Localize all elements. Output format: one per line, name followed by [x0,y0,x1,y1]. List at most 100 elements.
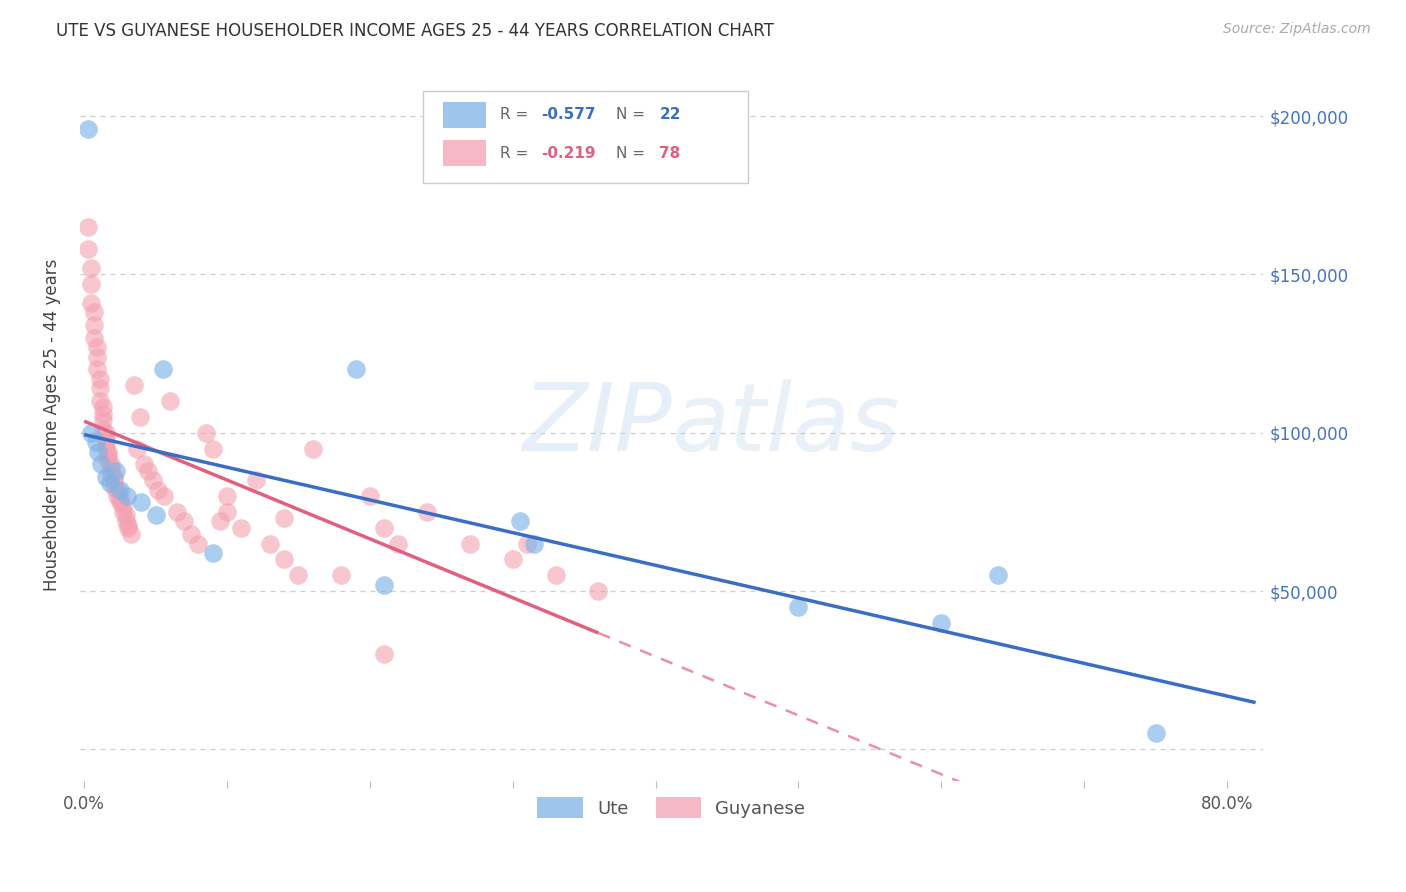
Point [94,442,117,456]
Point [89,381,111,395]
Point [330,568,353,582]
Point [80,296,103,310]
Legend: Ute, Guyanese: Ute, Guyanese [530,790,813,825]
Point [458,536,481,550]
Point [588,584,610,599]
Point [91,423,114,437]
Text: UTE VS GUYANESE HOUSEHOLDER INCOME AGES 25 - 44 YEARS CORRELATION CHART: UTE VS GUYANESE HOUSEHOLDER INCOME AGES … [56,22,775,40]
Point [100,458,122,472]
Point [94,470,117,484]
Point [80,425,103,440]
Point [201,546,224,560]
Point [114,508,136,522]
Point [89,394,111,409]
Point [159,394,181,409]
Point [84,435,107,450]
Point [97,448,120,462]
Point [987,568,1010,582]
Text: N =: N = [616,107,650,122]
Point [108,483,131,497]
Point [125,442,148,456]
Point [373,521,395,535]
Point [373,648,395,662]
Point [129,495,152,509]
Point [98,476,121,491]
Point [120,527,142,541]
Point [94,435,117,450]
Point [86,350,108,364]
Point [117,517,139,532]
Point [83,305,105,319]
Point [80,277,103,291]
Text: 22: 22 [659,107,681,122]
Point [91,407,114,421]
Point [111,505,134,519]
Point [86,340,108,354]
Point [231,521,253,535]
Point [180,527,202,541]
Point [91,413,114,427]
Point [128,409,150,424]
Point [103,473,125,487]
Point [86,362,108,376]
Point [544,568,567,582]
Point [215,489,238,503]
Point [83,318,105,332]
Text: ZIP: ZIP [522,379,671,470]
Text: N =: N = [616,145,650,161]
Point [194,425,217,440]
Point [387,536,409,550]
Point [301,442,323,456]
Point [134,458,156,472]
Point [103,470,125,484]
Point [215,505,238,519]
Point [929,615,952,630]
Point [115,489,138,503]
Point [94,432,117,446]
Point [516,536,538,550]
Point [80,260,103,275]
Point [173,514,195,528]
Point [502,552,524,566]
Point [114,514,136,528]
Point [287,568,309,582]
Point [187,536,209,550]
Point [359,489,381,503]
Point [104,464,127,478]
Point [153,489,176,503]
Point [166,505,188,519]
Text: R =: R = [499,107,533,122]
Point [108,495,131,509]
Point [117,521,139,535]
Point [373,577,395,591]
Point [201,442,224,456]
Text: 78: 78 [659,145,681,161]
Point [77,242,100,256]
Point [87,444,110,458]
Point [77,219,100,234]
Point [100,467,122,481]
Point [208,514,231,528]
Point [94,425,117,440]
Text: -0.219: -0.219 [541,145,596,161]
Point [77,121,100,136]
Text: Source: ZipAtlas.com: Source: ZipAtlas.com [1223,22,1371,37]
Point [97,454,120,468]
Point [105,489,128,503]
Point [100,460,122,475]
FancyBboxPatch shape [423,91,748,183]
FancyBboxPatch shape [443,140,485,166]
Point [89,372,111,386]
Point [416,505,439,519]
Text: -0.577: -0.577 [541,107,596,122]
Point [108,492,131,507]
Point [152,362,174,376]
Point [122,378,145,392]
Point [1144,726,1167,740]
Point [105,483,128,497]
Point [523,536,546,550]
Point [97,444,120,458]
Point [90,458,112,472]
Y-axis label: Householder Income Ages 25 - 44 years: Householder Income Ages 25 - 44 years [44,259,60,591]
Point [273,552,295,566]
